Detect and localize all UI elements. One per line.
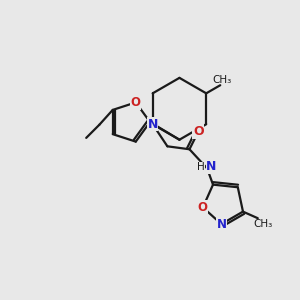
Text: O: O <box>198 201 208 214</box>
Text: N: N <box>206 160 217 173</box>
Text: O: O <box>131 96 141 109</box>
Text: O: O <box>193 125 204 138</box>
Text: CH₃: CH₃ <box>212 75 231 85</box>
Text: CH₃: CH₃ <box>254 218 273 229</box>
Text: H: H <box>197 162 205 172</box>
Text: N: N <box>216 218 226 231</box>
Text: N: N <box>148 118 158 131</box>
